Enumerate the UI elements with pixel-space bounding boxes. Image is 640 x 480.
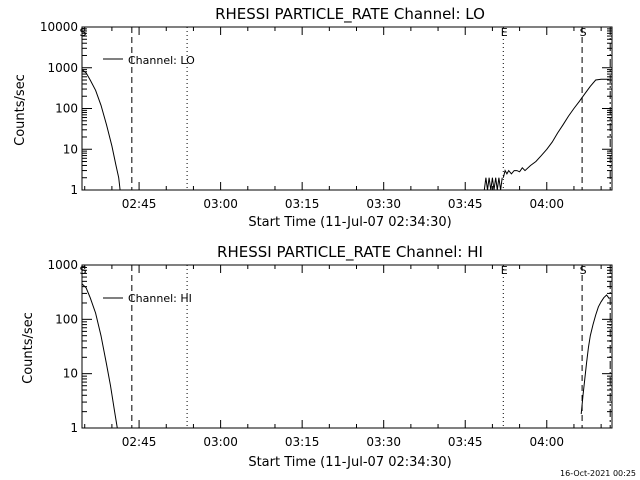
- x-tick-label: 04:00: [529, 435, 564, 449]
- x-tick-label: 03:00: [203, 197, 238, 211]
- series-line-segment: [483, 177, 503, 191]
- plot-frame: [81, 26, 613, 191]
- x-tick-label: 03:45: [448, 435, 483, 449]
- x-tick-label: 03:45: [448, 197, 483, 211]
- chart-title: RHESSI PARTICLE_RATE Channel: HI: [217, 243, 483, 262]
- x-tick-label: 02:45: [122, 197, 157, 211]
- x-tick-label: 02:45: [122, 435, 157, 449]
- y-axis-label: Counts/sec: [21, 312, 36, 384]
- series-lines: [81, 283, 610, 429]
- y-tick-label: 100: [55, 102, 78, 116]
- x-axis-label: Start Time (11-Jul-07 02:34:30): [248, 215, 451, 230]
- event-marker-label: E: [501, 26, 508, 39]
- x-tick-label: 03:15: [285, 435, 320, 449]
- event-marker-label: E: [501, 264, 508, 277]
- y-tick-label: 10000: [40, 20, 78, 34]
- y-tick-label: 10: [63, 367, 78, 381]
- axis-ticks: 02:45 03:00 03:15 03:30 03:45 04:00 1 10 100 1000: [47, 258, 612, 449]
- y-tick-label: 1000: [47, 258, 78, 272]
- y-tick-label: 1: [70, 183, 78, 197]
- legend-label: Channel: LO: [128, 54, 195, 67]
- x-tick-label: 04:00: [529, 197, 564, 211]
- series-lines: [81, 69, 610, 191]
- x-tick-label: 03:00: [203, 435, 238, 449]
- event-marker-label: S: [580, 264, 587, 277]
- x-tick-label: 03:30: [366, 197, 401, 211]
- x-tick-label: 03:30: [366, 435, 401, 449]
- x-axis-label: Start Time (11-Jul-07 02:34:30): [248, 455, 451, 470]
- y-tick-label: 1: [70, 421, 78, 435]
- event-marker-label: S: [80, 264, 87, 277]
- y-axis-label: Counts/sec: [13, 74, 28, 146]
- panel-hi: RHESSI PARTICLE_RATE Channel: HI Start T…: [21, 243, 613, 470]
- x-tick-label: 03:15: [285, 197, 320, 211]
- series-line-segment: [580, 294, 610, 415]
- y-tick-label: 1000: [47, 61, 78, 75]
- footer-timestamp: 16-Oct-2021 00:25: [560, 469, 636, 478]
- axis-ticks: 02:45 03:00 03:15 03:30 03:45 04:00 1 10 100 1000…: [40, 20, 612, 211]
- event-marker-label: S: [80, 26, 87, 39]
- series-line-segment: [502, 78, 610, 178]
- y-tick-label: 10: [63, 142, 78, 156]
- series-line-segment: [81, 69, 121, 191]
- event-marker-label: S: [580, 26, 587, 39]
- panel-lo: RHESSI PARTICLE_RATE Channel: LO Start T…: [13, 5, 613, 230]
- chart-title: RHESSI PARTICLE_RATE Channel: LO: [215, 5, 485, 24]
- plot-frame: [81, 264, 613, 429]
- legend-label: Channel: HI: [128, 292, 192, 305]
- series-line-segment: [81, 283, 118, 429]
- y-tick-label: 100: [55, 312, 78, 326]
